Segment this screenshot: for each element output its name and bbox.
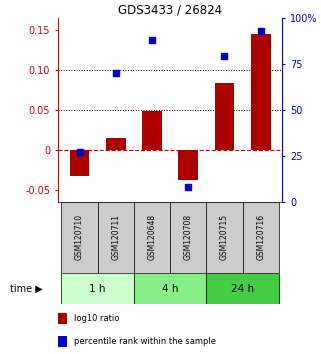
Text: 1 h: 1 h: [89, 284, 106, 293]
Text: GSM120648: GSM120648: [148, 214, 157, 260]
Point: [222, 53, 227, 59]
Title: GDS3433 / 26824: GDS3433 / 26824: [118, 4, 222, 17]
Bar: [134, 202, 170, 273]
Bar: [178, 150, 198, 180]
Point: [113, 70, 118, 76]
Text: time ▶: time ▶: [10, 284, 42, 293]
Bar: [251, 34, 271, 150]
Bar: [70, 150, 90, 176]
Bar: [243, 202, 279, 273]
Bar: [61, 273, 134, 304]
Point: [77, 149, 82, 155]
Bar: [206, 273, 279, 304]
Bar: [214, 83, 234, 150]
Bar: [106, 138, 126, 150]
Text: 24 h: 24 h: [231, 284, 254, 293]
Text: GSM120715: GSM120715: [220, 214, 229, 260]
Bar: [142, 112, 162, 150]
Bar: [98, 202, 134, 273]
Bar: [61, 202, 98, 273]
Point: [186, 184, 191, 190]
Point: [258, 28, 263, 33]
Text: percentile rank within the sample: percentile rank within the sample: [74, 337, 216, 346]
Text: GSM120711: GSM120711: [111, 214, 120, 260]
Text: log10 ratio: log10 ratio: [74, 314, 119, 323]
Bar: [170, 202, 206, 273]
Text: 4 h: 4 h: [162, 284, 178, 293]
Bar: [206, 202, 243, 273]
Text: GSM120710: GSM120710: [75, 214, 84, 260]
Text: GSM120716: GSM120716: [256, 214, 265, 260]
Bar: [134, 273, 206, 304]
Text: GSM120708: GSM120708: [184, 214, 193, 260]
Point: [150, 37, 155, 42]
